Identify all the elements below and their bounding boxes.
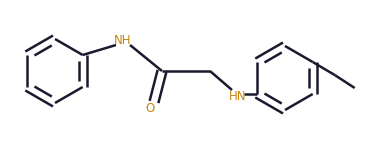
Text: O: O [146, 101, 155, 114]
Text: HN: HN [229, 89, 247, 102]
Text: NH: NH [114, 34, 132, 47]
